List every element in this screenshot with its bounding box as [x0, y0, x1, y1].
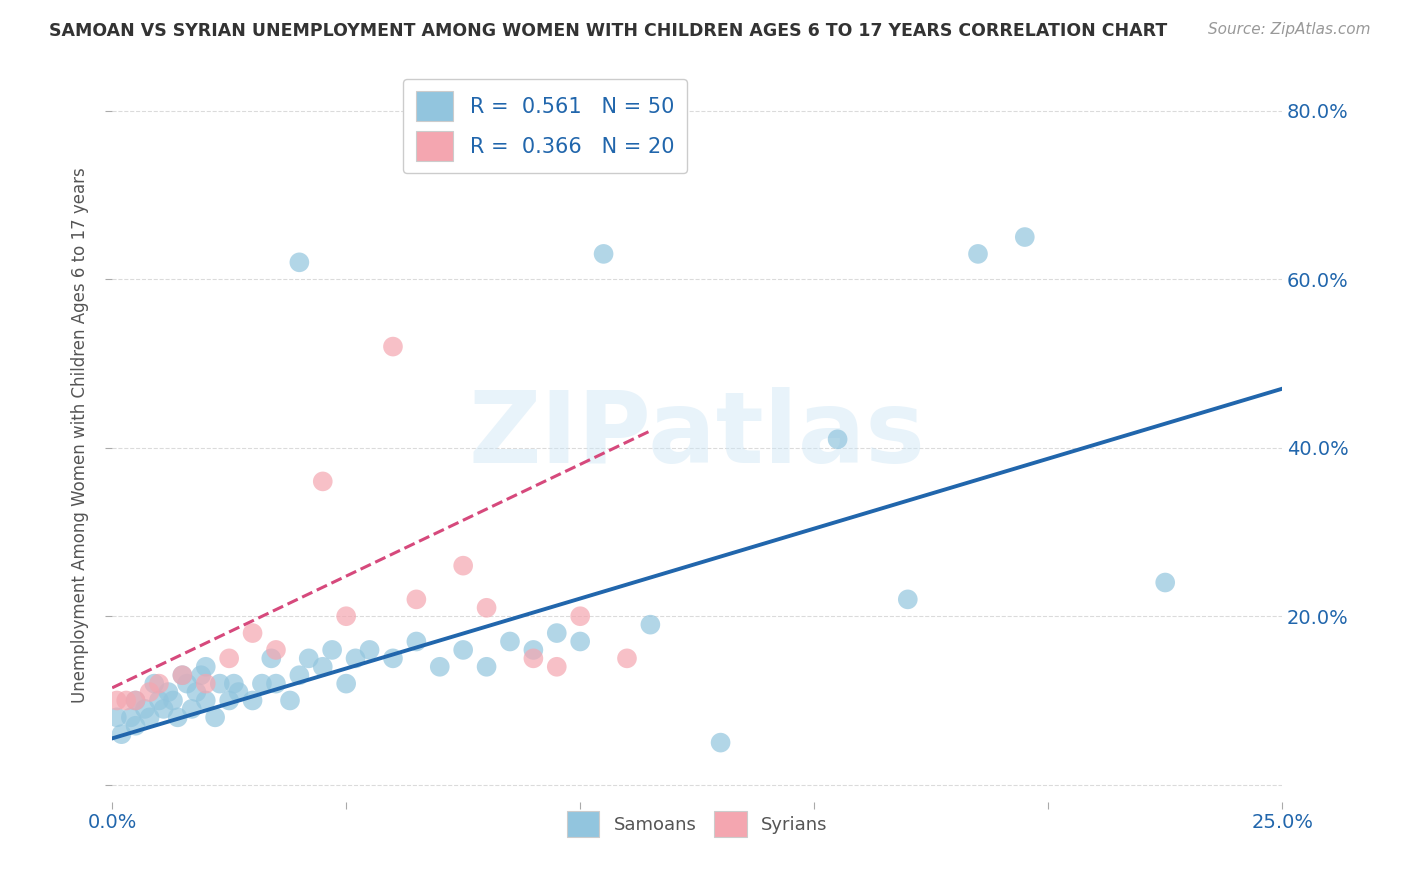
Point [405, 592, 427, 607]
Legend: R =  0.561   N = 50, R =  0.366   N = 20: R = 0.561 N = 50, R = 0.366 N = 20 [404, 78, 688, 173]
Point [335, 676, 357, 690]
Point [335, 609, 357, 624]
Point [475, 660, 498, 674]
Point [260, 651, 283, 665]
Point [124, 693, 146, 707]
Point [546, 660, 568, 674]
Point [172, 668, 194, 682]
Point [172, 668, 194, 682]
Point [152, 702, 174, 716]
Point [312, 475, 335, 489]
Point [110, 727, 132, 741]
Point [592, 247, 614, 261]
Point [522, 651, 544, 665]
Point [218, 693, 240, 707]
Point [143, 676, 166, 690]
Point [120, 710, 142, 724]
Point [218, 651, 240, 665]
Point [264, 676, 287, 690]
Point [522, 643, 544, 657]
Text: ZIPatlas: ZIPatlas [468, 386, 925, 483]
Point [616, 651, 638, 665]
Point [710, 736, 733, 750]
Point [278, 693, 301, 707]
Point [190, 668, 212, 682]
Point [148, 693, 170, 707]
Point [194, 693, 217, 707]
Point [124, 693, 146, 707]
Point [640, 617, 662, 632]
Point [148, 676, 170, 690]
Y-axis label: Unemployment Among Women with Children Ages 6 to 17 years: Unemployment Among Women with Children A… [72, 167, 89, 703]
Point [499, 634, 522, 648]
Point [569, 634, 592, 648]
Point [162, 693, 184, 707]
Point [105, 710, 128, 724]
Point [166, 710, 188, 724]
Point [298, 651, 321, 665]
Point [569, 609, 592, 624]
Point [208, 676, 231, 690]
Point [897, 592, 920, 607]
Point [138, 710, 160, 724]
Point [288, 668, 311, 682]
Point [381, 340, 404, 354]
Point [475, 600, 498, 615]
Point [827, 432, 849, 446]
Point [344, 651, 367, 665]
Point [321, 643, 343, 657]
Point [381, 651, 404, 665]
Point [228, 685, 250, 699]
Point [359, 643, 381, 657]
Point [186, 685, 208, 699]
Point [1154, 575, 1177, 590]
Point [242, 693, 264, 707]
Point [134, 702, 156, 716]
Point [124, 719, 146, 733]
Text: Source: ZipAtlas.com: Source: ZipAtlas.com [1208, 22, 1371, 37]
Point [312, 660, 335, 674]
Point [288, 255, 311, 269]
Point [429, 660, 451, 674]
Point [451, 643, 474, 657]
Point [546, 626, 568, 640]
Point [967, 247, 990, 261]
Point [157, 685, 180, 699]
Point [222, 676, 245, 690]
Point [105, 693, 128, 707]
Point [194, 676, 217, 690]
Point [115, 693, 138, 707]
Point [250, 676, 273, 690]
Text: SAMOAN VS SYRIAN UNEMPLOYMENT AMONG WOMEN WITH CHILDREN AGES 6 TO 17 YEARS CORRE: SAMOAN VS SYRIAN UNEMPLOYMENT AMONG WOME… [49, 22, 1167, 40]
Point [242, 626, 264, 640]
Point [1014, 230, 1036, 244]
Point [194, 660, 217, 674]
Point [405, 634, 427, 648]
Point [204, 710, 226, 724]
Point [451, 558, 474, 573]
Point [180, 702, 202, 716]
Point [138, 685, 160, 699]
Point [176, 676, 198, 690]
Point [264, 643, 287, 657]
